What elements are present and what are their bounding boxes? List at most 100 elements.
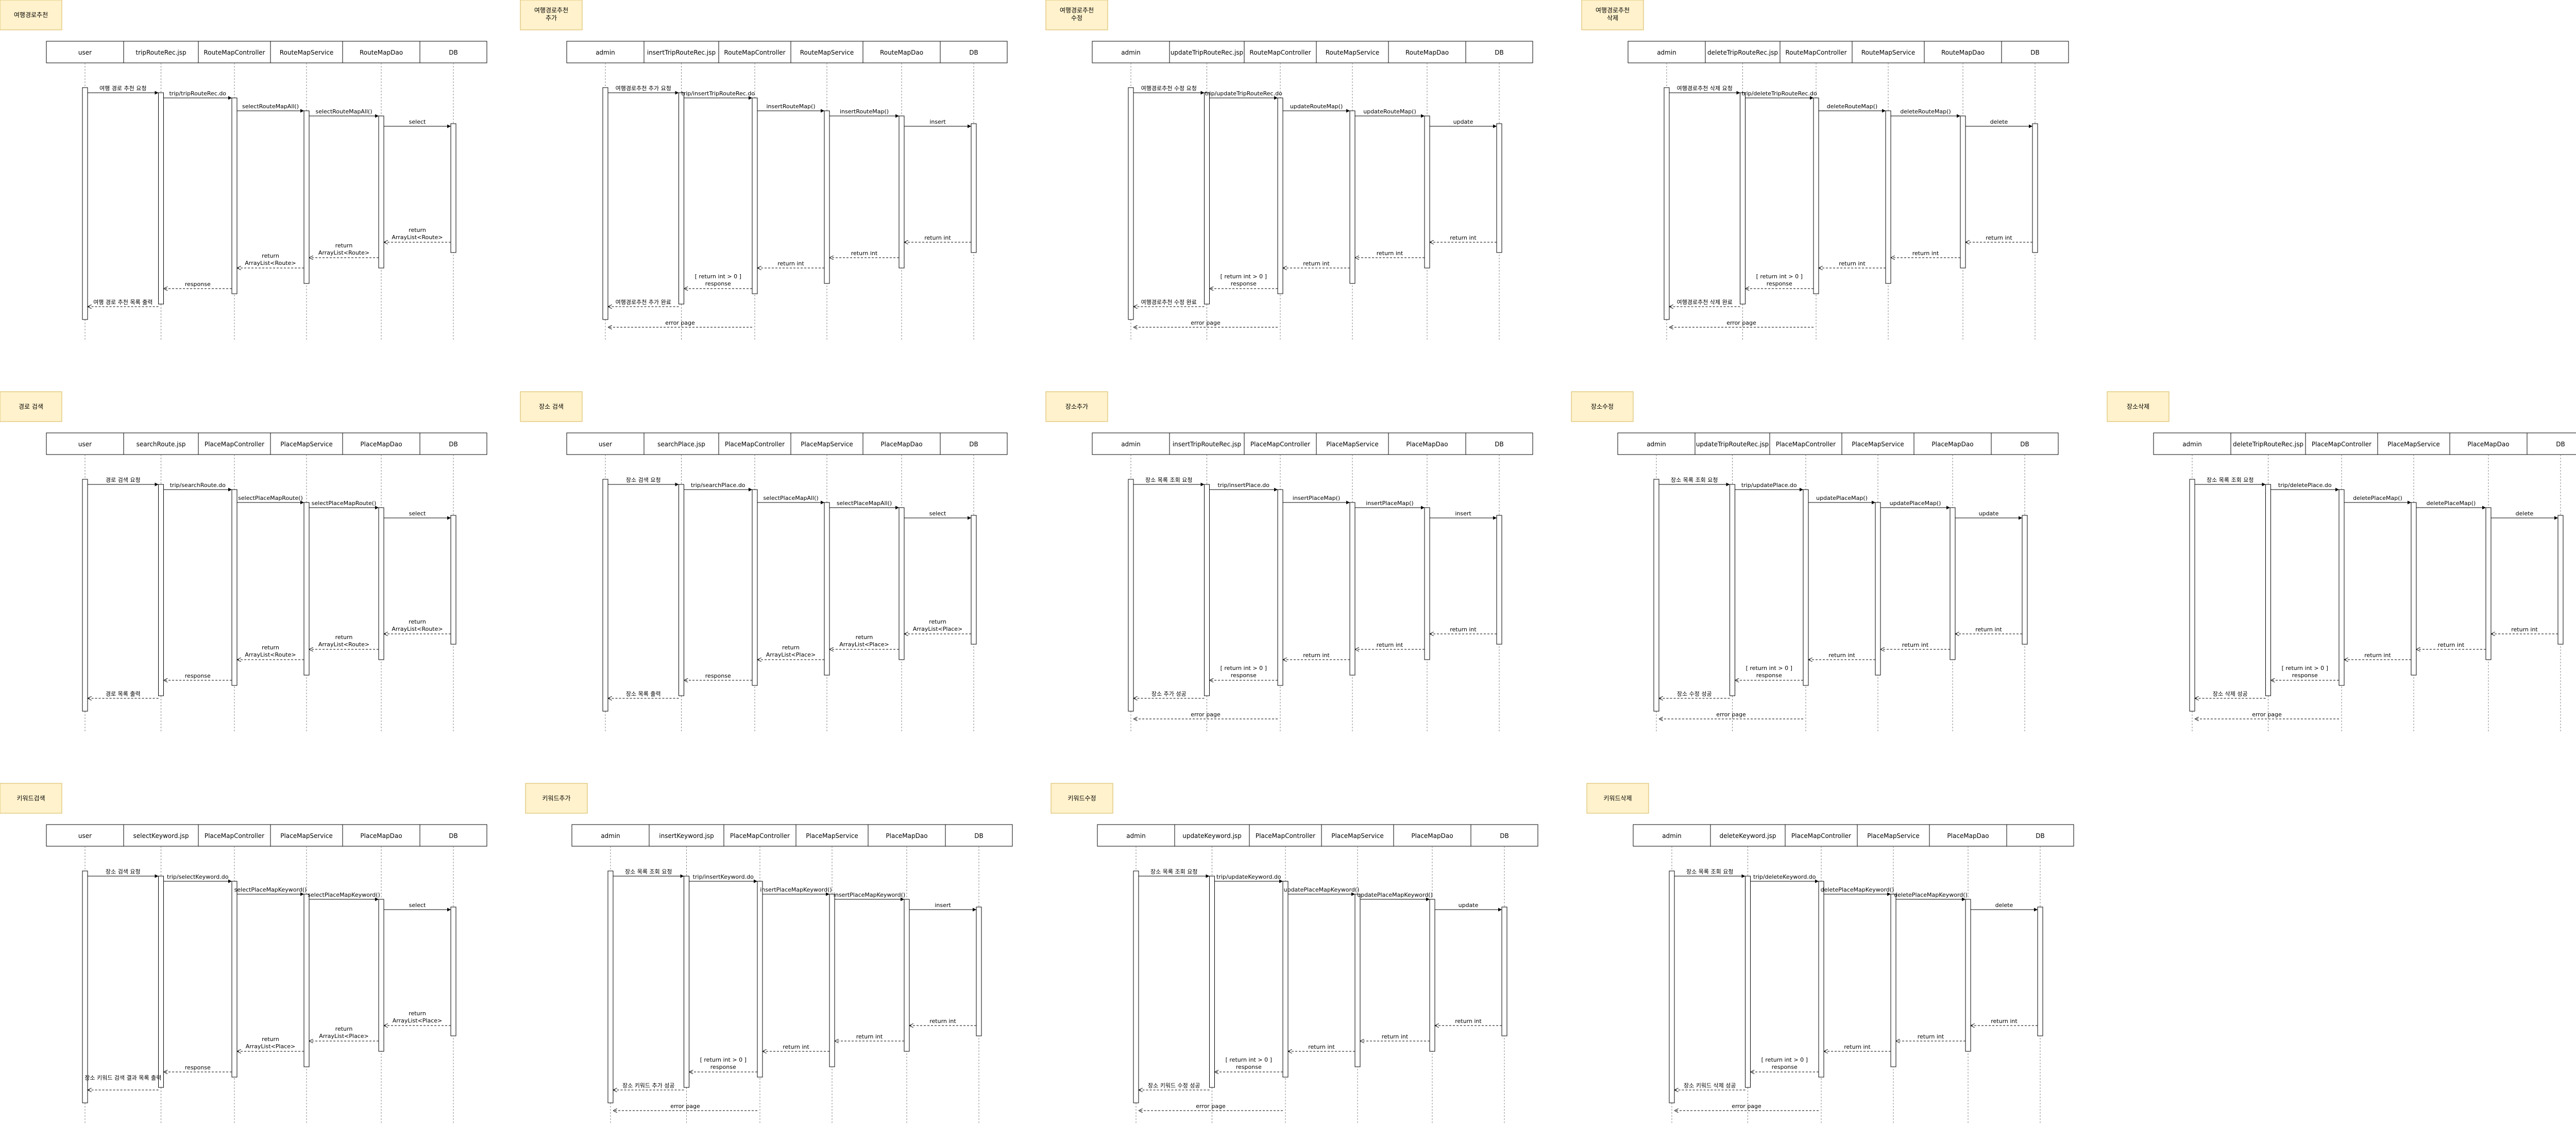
return-label: 장소 키워드 검색 결과 목록 출력 <box>84 1075 161 1081</box>
participant-label: admin <box>1657 49 1676 56</box>
return-label: return int <box>1975 626 2002 633</box>
call-label: deletePlaceMap() <box>2353 495 2402 501</box>
participant-label: admin <box>1647 441 1666 448</box>
diagram-title: 여행경로추천 <box>14 11 48 19</box>
call-label: delete <box>2516 510 2534 517</box>
call-label: delete <box>1990 119 2008 125</box>
participant-box <box>1913 432 1992 455</box>
call-label: trip/updateKeyword.do <box>1216 874 1281 880</box>
call-label: 경로 검색 요청 <box>106 477 141 483</box>
return-label: [ return int > 0 ] response <box>700 1056 747 1070</box>
participant-label: RouteMapDao <box>360 49 403 56</box>
participant-box <box>46 41 124 63</box>
activation-bar <box>158 484 164 696</box>
activation-bar <box>1965 899 1971 1052</box>
sequence-diagram: 장소수정 admin updateTripRouteRec.jsp PlaceMapC… <box>1571 391 2059 732</box>
participant-box <box>1316 41 1389 63</box>
activation-bar <box>1424 507 1430 660</box>
call-label: deletePlaceMapKeyword() <box>1821 886 1894 893</box>
activation-bar <box>1818 881 1824 1078</box>
call-label: 여행경로추천 추가 요청 <box>616 85 671 92</box>
activation-bar <box>1133 870 1139 1103</box>
participant-label: user <box>78 441 92 448</box>
participant-label: PlaceMapController <box>205 441 264 448</box>
participant-box <box>342 432 420 455</box>
participant-label: user <box>78 49 92 56</box>
call-label: updatePlaceMap() <box>1816 495 1868 501</box>
call-label: deleteRouteMap() <box>1900 108 1951 115</box>
participant-label: DB <box>974 832 983 840</box>
participant-label: DB <box>449 832 457 840</box>
activation-bar <box>158 92 164 305</box>
return-label: [ return int > 0 ] response <box>1761 1056 1808 1070</box>
activation-bar <box>824 502 830 676</box>
return-label: return ArrayList<Place> <box>766 644 816 658</box>
diagram-title-note <box>525 783 588 814</box>
diagram-title-note <box>1045 391 1108 422</box>
call-label: trip/insertTripRouteRec.do <box>681 90 755 97</box>
participant-box <box>1924 41 2002 63</box>
participant-box <box>1169 432 1245 455</box>
participant-box <box>1633 824 1711 847</box>
participant-label: PlaceMapController <box>1776 441 1836 448</box>
call-label: 장소 목록 조회 요청 <box>2207 477 2253 483</box>
return-label: return int <box>929 1018 956 1025</box>
participant-box <box>868 824 946 847</box>
participant-label: PlaceMapDao <box>360 441 402 448</box>
call-label: 장소 목록 조회 요청 <box>1686 868 1733 875</box>
participant-label: selectKeyword.jsp <box>133 832 189 840</box>
participant-box <box>1092 41 1170 63</box>
participant-box <box>2377 432 2450 455</box>
participant-label: PlaceMapController <box>205 832 264 840</box>
call-label: delete <box>1995 902 2013 909</box>
participant-box <box>1710 824 1786 847</box>
call-label: selectPlaceMapRoute() <box>238 495 303 501</box>
error-label: error page <box>1716 711 1746 718</box>
activation-bar <box>824 110 830 284</box>
call-label: 여행 경로 추천 요청 <box>99 85 146 92</box>
call-label: selectPlaceMapKeyword() <box>308 892 380 898</box>
activation-bar <box>1496 515 1502 645</box>
activation-bar <box>1277 97 1283 294</box>
diagram-title: 여행경로추천 삭제 <box>1596 6 1630 22</box>
activation-bar <box>1960 115 1966 269</box>
activation-bar <box>1730 484 1735 696</box>
participant-box <box>790 41 863 63</box>
participant-box <box>2449 432 2528 455</box>
participant-label: RouteMapController <box>724 49 785 56</box>
return-label: 경로 목록 출력 <box>106 691 141 697</box>
call-label: trip/deleteTripRouteRec.do <box>1742 90 1817 97</box>
call-label: selectPlaceMapAll() <box>837 500 892 507</box>
participant-label: RouteMapController <box>1785 49 1846 56</box>
activation-bar <box>607 870 614 1103</box>
participant-label: DB <box>2030 49 2039 56</box>
activation-bar <box>904 899 910 1052</box>
participant-label: PlaceMapService <box>801 441 853 448</box>
activation-bar <box>303 894 310 1067</box>
diagram-title-note <box>520 391 583 422</box>
return-label: return int <box>2438 642 2465 648</box>
diagram-title: 여행경로추천 추가 <box>534 6 568 22</box>
participant-label: deleteTripRouteRec.jsp <box>2233 441 2303 448</box>
participant-label: DB <box>1495 441 1503 448</box>
call-label: insert <box>1455 510 1471 517</box>
participant-label: PlaceMapController <box>2312 441 2371 448</box>
return-label: return int <box>1450 626 1477 633</box>
activation-bar <box>1740 92 1745 305</box>
return-label: response <box>705 673 731 679</box>
sequence-diagram: 여행경로추천 추가 admin insertTripRouteRec.jsp Route… <box>520 0 1008 340</box>
activation-bar <box>1354 894 1361 1067</box>
participant-label: updateKeyword.jsp <box>1182 832 1242 840</box>
activation-bar <box>1501 907 1507 1036</box>
return-label: [ return int > 0 ] response <box>1221 273 1267 287</box>
participant-label: PlaceMapDao <box>360 832 402 840</box>
participant-box <box>419 824 487 847</box>
return-label: 장소 수정 성공 <box>1677 691 1712 697</box>
return-label: return ArrayList<Route> <box>318 242 369 256</box>
participant-box <box>270 432 343 455</box>
activation-bar <box>378 899 384 1052</box>
diagram-title-note <box>1045 0 1108 30</box>
call-label: deletePlaceMapKeyword() <box>1894 892 1968 898</box>
call-label: insertPlaceMap() <box>1293 495 1340 501</box>
diagram-title-note <box>2107 391 2170 422</box>
